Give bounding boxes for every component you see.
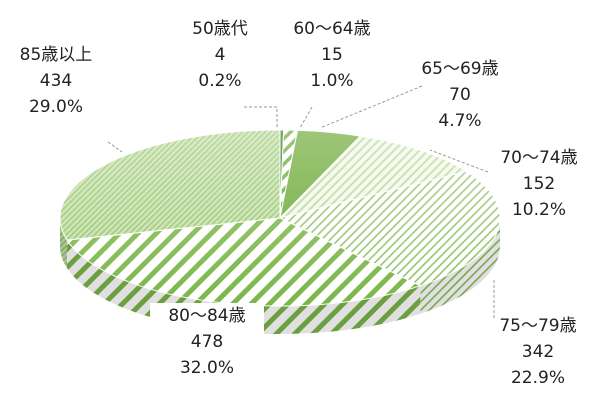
data-label-4: 75～79歳 342 22.9% [486,313,590,391]
data-label-percent: 22.9% [510,368,565,388]
data-label-6: 85歳以上 434 29.0% [4,42,108,120]
data-label-value-text: 70 [449,85,471,105]
data-label-1: 60～64歳 15 1.0% [282,16,382,94]
data-label-value-text: 434 [39,71,73,91]
data-label-5: 80～84歳 478 32.0% [150,303,264,381]
leader-line-6 [107,141,123,153]
data-label-label: 85歳以上 [19,45,93,65]
data-label-percent: 29.0% [28,97,83,117]
data-label-percent: 32.0% [179,358,234,378]
data-label-label: 60～64歳 [293,19,371,39]
data-label-3: 70～74歳 152 10.2% [487,145,591,223]
leader-line-1 [299,106,313,129]
data-label-value-text: 478 [190,332,224,352]
leader-line-3 [429,149,489,173]
data-label-0: 50歳代 4 0.2% [182,16,258,94]
data-label-percent: 0.2% [198,71,242,91]
data-label-label: 50歳代 [192,19,248,39]
data-label-2: 65～69歳 70 4.7% [408,56,512,134]
data-label-percent: 10.2% [511,200,566,220]
data-label-value-text: 15 [321,45,343,65]
data-label-percent: 4.7% [438,111,482,131]
pie-slices [59,129,501,307]
data-label-label: 75～79歳 [499,316,577,336]
data-label-label: 70～74歳 [500,148,578,168]
leader-lines [107,85,495,318]
data-label-value-text: 152 [522,174,556,194]
data-label-label: 80～84歳 [168,306,246,326]
leader-line-2 [319,85,423,129]
data-label-label: 65～69歳 [421,59,499,79]
leader-line-0 [244,106,278,128]
data-label-percent: 1.0% [310,71,354,91]
data-label-value-text: 4 [214,45,226,65]
data-label-value-text: 342 [521,342,555,362]
